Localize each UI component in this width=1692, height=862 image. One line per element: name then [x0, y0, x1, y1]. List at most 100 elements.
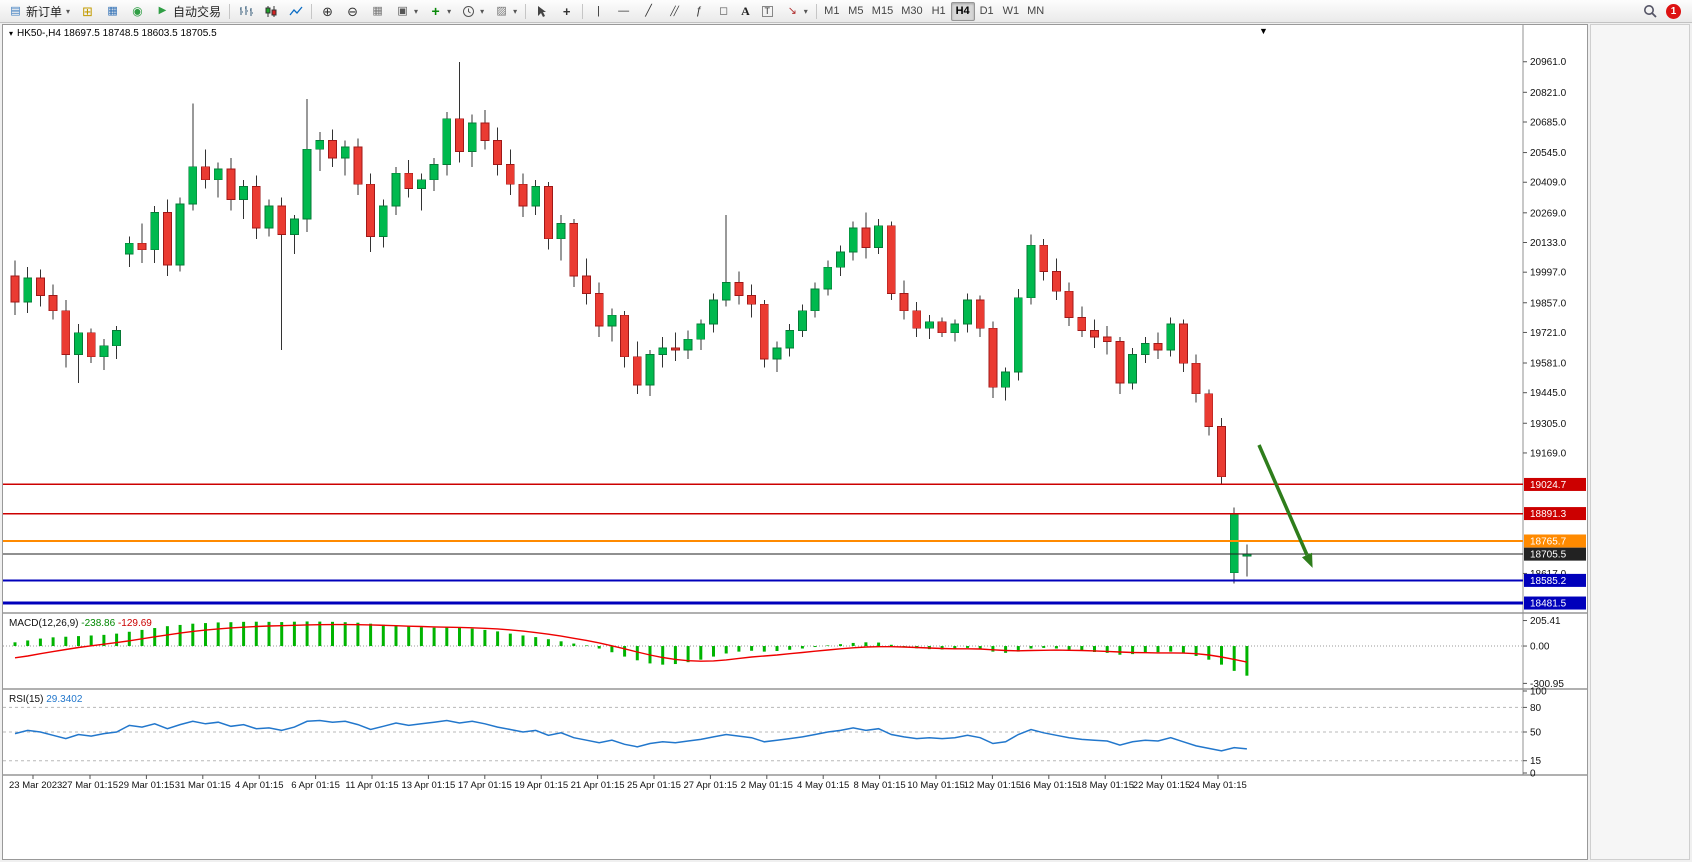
macd-label: MACD(12,26,9) -238.86 -129.69 [9, 618, 152, 629]
timeframe-button-m15[interactable]: M15 [868, 2, 897, 21]
svg-text:24 May 01:15: 24 May 01:15 [1189, 780, 1247, 791]
svg-text:12 May 01:15: 12 May 01:15 [964, 780, 1022, 791]
shapes-tool-button[interactable] [711, 2, 736, 21]
svg-text:29 Mar 01:15: 29 Mar 01:15 [118, 780, 174, 791]
tile-windows-button[interactable] [365, 2, 390, 21]
svg-text:-300.95: -300.95 [1530, 679, 1564, 690]
new-order-icon [8, 4, 23, 19]
svg-text:19581.0: 19581.0 [1530, 359, 1567, 370]
price-line-18765.7[interactable]: 18765.7 [3, 534, 1586, 548]
chart-canvas[interactable]: 20961.0 20821.0 20685.0 20545.0 20409.0 20269… [3, 25, 1587, 859]
timeframe-button-h4[interactable]: H4 [950, 1, 975, 21]
line-chart-icon [288, 4, 303, 19]
indicators-button[interactable] [423, 2, 456, 21]
svg-text:19169.0: 19169.0 [1530, 448, 1567, 459]
svg-text:18705.5: 18705.5 [1530, 550, 1567, 561]
price-line-18481.5[interactable]: 18481.5 [3, 596, 1586, 610]
svg-text:27 Mar 01:15: 27 Mar 01:15 [62, 780, 118, 791]
svg-text:11 Apr 01:15: 11 Apr 01:15 [345, 780, 398, 791]
fibonacci-tool-button[interactable] [686, 2, 711, 21]
horizontal-line-tool-button[interactable] [611, 2, 636, 21]
price-line-19024.7[interactable]: 19024.7 [3, 477, 1586, 491]
cursor-tool-button[interactable] [529, 2, 554, 21]
notification-badge[interactable]: 1 [1666, 3, 1681, 19]
price-line-18585.2[interactable]: 18585.2 [3, 573, 1586, 587]
cursor-icon [534, 4, 549, 19]
time-axis[interactable]: 23 Mar 2023 27 Mar 01:15 29 Mar 01:15 31 Ma… [9, 775, 1247, 791]
timeframe-button-m5[interactable]: M5 [844, 2, 868, 21]
text-tool-button[interactable]: A [736, 2, 755, 21]
trend-arrow-annotation[interactable] [1257, 444, 1313, 568]
new-chart-button[interactable] [390, 2, 423, 21]
text-tool-label: A [741, 3, 750, 18]
periods-button[interactable] [456, 2, 489, 21]
svg-text:4 May 01:15: 4 May 01:15 [797, 780, 849, 791]
timeframe-button-h1[interactable]: H1 [927, 2, 951, 21]
line-chart-type-button[interactable] [283, 2, 308, 21]
new-chart-icon [395, 4, 410, 19]
right-side-panel [1590, 24, 1690, 860]
pane-separators [3, 25, 1587, 776]
svg-text:19305.0: 19305.0 [1530, 419, 1567, 430]
clock-icon [461, 4, 476, 19]
svg-text:20133.0: 20133.0 [1530, 238, 1567, 249]
crosshair-tool-button[interactable] [554, 2, 579, 21]
svg-text:18891.3: 18891.3 [1530, 509, 1567, 520]
timeframe-button-w1[interactable]: W1 [999, 2, 1024, 21]
svg-text:20269.0: 20269.0 [1530, 208, 1567, 219]
trendline-tool-button[interactable] [636, 2, 661, 21]
timeframe-button-mn[interactable]: MN [1023, 2, 1048, 21]
new-order-label: 新订单 [26, 4, 63, 19]
svg-text:20821.0: 20821.0 [1530, 88, 1567, 99]
svg-text:4 Apr 01:15: 4 Apr 01:15 [235, 780, 284, 791]
navigator-button[interactable] [125, 2, 150, 21]
svg-text:17 Apr 01:15: 17 Apr 01:15 [458, 780, 512, 791]
svg-text:100: 100 [1530, 687, 1547, 698]
timeframe-button-m1[interactable]: M1 [820, 2, 844, 21]
svg-text:20961.0: 20961.0 [1530, 57, 1567, 68]
timeframe-button-d1[interactable]: D1 [975, 2, 999, 21]
indicators-icon [428, 4, 443, 19]
text-label-tool-button[interactable] [755, 2, 780, 21]
horizontal-line-icon [616, 4, 631, 19]
zoom-out-button[interactable] [340, 2, 365, 21]
svg-text:19445.0: 19445.0 [1530, 388, 1567, 399]
text-label-icon [760, 4, 775, 19]
market-watch-button[interactable] [100, 2, 125, 21]
symbol-dropdown-icon[interactable] [9, 28, 13, 39]
svg-text:23 Mar 2023: 23 Mar 2023 [9, 780, 62, 791]
templates-button[interactable] [489, 2, 522, 21]
timeframe-button-m30[interactable]: M30 [897, 2, 926, 21]
arrows-tool-button[interactable] [780, 2, 813, 21]
svg-text:13 Apr 01:15: 13 Apr 01:15 [401, 780, 455, 791]
symbol-title: HK50-,H4 18697.5 18748.5 18603.5 18705.5 [9, 28, 217, 39]
autotrading-button[interactable]: 自动交易 [150, 2, 226, 21]
vertical-line-tool-button[interactable] [586, 2, 611, 21]
crosshair-icon [559, 4, 574, 19]
svg-text:21 Apr 01:15: 21 Apr 01:15 [571, 780, 625, 791]
candlestick-type-button[interactable] [258, 2, 283, 21]
svg-text:20545.0: 20545.0 [1530, 148, 1567, 159]
new-order-button[interactable]: 新订单 [3, 2, 75, 21]
bar-chart-type-button[interactable] [233, 2, 258, 21]
price-line-18891.3[interactable]: 18891.3 [3, 507, 1586, 521]
svg-text:8 May 01:15: 8 May 01:15 [853, 780, 905, 791]
timeframe-group: M1 M5 M15 M30 H1 H4 D1 W1 MN [820, 1, 1048, 21]
channel-tool-button[interactable] [661, 2, 686, 21]
svg-text:20685.0: 20685.0 [1530, 117, 1567, 128]
toolbar-right-group: 1 [1643, 3, 1689, 19]
toolbar-separator [815, 3, 817, 19]
svg-text:27 Apr 01:15: 27 Apr 01:15 [683, 780, 737, 791]
search-icon[interactable] [1643, 4, 1658, 19]
zoom-in-button[interactable] [315, 2, 340, 21]
macd-indicator: 205.41 0.00 -300.95 MACD(12,26,9) -238.86 -… [3, 616, 1564, 690]
svg-text:18481.5: 18481.5 [1530, 599, 1567, 610]
tile-windows-icon [370, 4, 385, 19]
price-line-18705.5[interactable]: 18705.5 [3, 547, 1586, 561]
autotrading-label: 自动交易 [173, 4, 222, 19]
charts-grid-button[interactable] [75, 2, 100, 21]
svg-text:0: 0 [1530, 769, 1536, 780]
svg-text:19024.7: 19024.7 [1530, 480, 1567, 491]
bar-chart-icon [238, 4, 253, 19]
